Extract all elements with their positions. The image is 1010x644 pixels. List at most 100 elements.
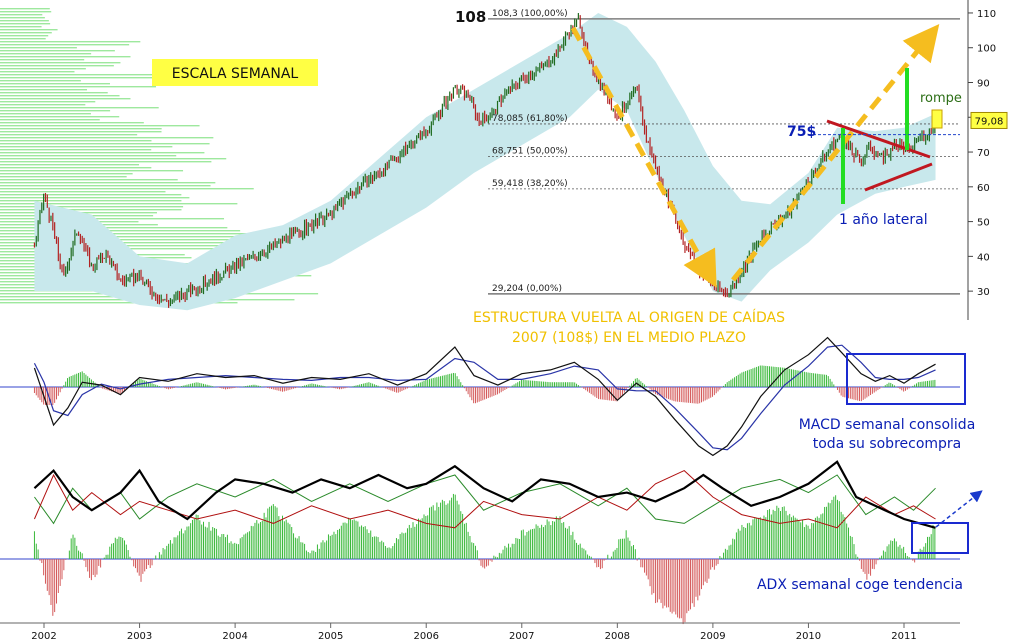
adx-note: ADX semanal coge tendencia — [757, 577, 963, 593]
volume-bar — [0, 95, 120, 97]
volume-bar — [0, 104, 86, 106]
volume-bar — [0, 71, 75, 73]
fib-label: 29,204 (0,00%) — [492, 284, 562, 294]
macd-note-line2: toda su sobrecompra — [813, 436, 962, 452]
price-band — [34, 12, 936, 311]
adx-panel — [0, 460, 983, 625]
macd-note-line1: MACD semanal consolida — [799, 417, 976, 433]
volume-bar — [0, 161, 212, 163]
volume-bar — [0, 116, 120, 118]
volume-bar — [0, 101, 96, 103]
volume-bar — [0, 107, 159, 109]
volume-bar — [0, 20, 49, 22]
volume-bar — [0, 197, 190, 199]
volume-bar — [0, 23, 51, 25]
volume-bar — [0, 209, 182, 211]
rompe-label: rompe — [920, 91, 962, 106]
band-area — [34, 12, 936, 311]
volume-bar — [0, 83, 110, 85]
scale-label-box — [152, 59, 318, 86]
volume-bar — [0, 164, 140, 166]
volume-bar — [0, 8, 50, 10]
volume-bar — [0, 68, 86, 70]
macd-highlight-box — [846, 353, 966, 405]
volume-bar — [0, 233, 256, 235]
volume-bar — [0, 98, 131, 100]
volume-bar — [0, 230, 241, 232]
volume-bar — [0, 218, 225, 220]
fall-arrow — [570, 26, 717, 288]
triangle-upper — [826, 119, 931, 159]
macd-panel — [0, 336, 966, 457]
volume-bar — [0, 77, 158, 79]
fib-label: 68,751 (50,00%) — [492, 146, 568, 156]
fib-label: 78,085 (61,80%) — [492, 114, 568, 124]
volume-bar — [0, 38, 46, 40]
volume-bar — [0, 227, 228, 229]
y-tick-label: 110 — [977, 9, 996, 20]
x-tick-label: 2005 — [318, 631, 343, 642]
price-series — [33, 13, 936, 308]
volume-bar — [0, 191, 166, 193]
x-tick-label: 2003 — [127, 631, 152, 642]
volume-bar — [0, 200, 182, 202]
x-tick-label: 2008 — [605, 631, 630, 642]
volume-bar — [0, 296, 212, 298]
lateral-year-label: 1 año lateral — [839, 212, 928, 228]
volume-bar — [0, 203, 238, 205]
volume-bar — [0, 56, 131, 58]
volume-bar — [0, 17, 45, 19]
volume-bar — [0, 119, 100, 121]
volume-bar — [0, 140, 152, 142]
volume-bar — [0, 185, 211, 187]
volume-bar — [0, 125, 200, 127]
volume-bar — [0, 152, 205, 154]
structure-line2: 2007 (108$) EN EL MEDIO PLAZO — [512, 330, 746, 346]
volume-bar — [0, 179, 178, 181]
volume-bar — [0, 236, 250, 238]
adx-line — [33, 460, 936, 529]
y-tick-label: 100 — [977, 44, 996, 55]
volume-bar — [0, 11, 52, 13]
rise-arrow — [731, 23, 940, 282]
volume-bar — [0, 194, 182, 196]
volume-bar — [0, 182, 216, 184]
volume-bar — [0, 59, 85, 61]
volume-bar — [0, 167, 152, 169]
breakout-marker — [931, 109, 943, 129]
pattern-overlays — [570, 23, 960, 288]
last-price-label: 79,08 — [975, 116, 1004, 127]
volume-bar — [0, 29, 58, 31]
x-tick-label: 2007 — [509, 631, 534, 642]
volume-bar — [0, 62, 121, 64]
y-tick-label: 60 — [977, 183, 990, 194]
y-tick-label: 90 — [977, 79, 990, 90]
volume-bar — [0, 86, 157, 88]
volume-bar — [0, 176, 127, 178]
y-tick-label: 70 — [977, 148, 990, 159]
x-tick-label: 2002 — [31, 631, 56, 642]
volume-bar — [0, 143, 210, 145]
volume-bar — [0, 242, 270, 244]
volume-bar — [0, 53, 92, 55]
x-tick-label: 2010 — [796, 631, 821, 642]
volume-bar — [0, 44, 130, 46]
volume-bar — [0, 173, 133, 175]
volume-bar — [0, 134, 138, 136]
volume-bar — [0, 206, 184, 208]
level-75-label: 75$ — [787, 124, 816, 140]
volume-bar — [0, 158, 227, 160]
fib-label: 59,418 (38,20%) — [492, 179, 568, 189]
volume-bar — [0, 14, 43, 16]
scale-label: ESCALA SEMANAL — [172, 66, 299, 82]
y-tick-label: 40 — [977, 252, 990, 263]
volume-bar — [0, 47, 77, 49]
volume-bar — [0, 92, 108, 94]
last-price-box — [970, 111, 1008, 129]
structure-line1: ESTRUCTURA VUELTA AL ORIGEN DE CAÍDAS — [473, 309, 785, 326]
fib-label: 108,3 (100,00%) — [492, 9, 568, 19]
volume-bar — [0, 65, 114, 67]
volume-bar — [0, 32, 52, 34]
